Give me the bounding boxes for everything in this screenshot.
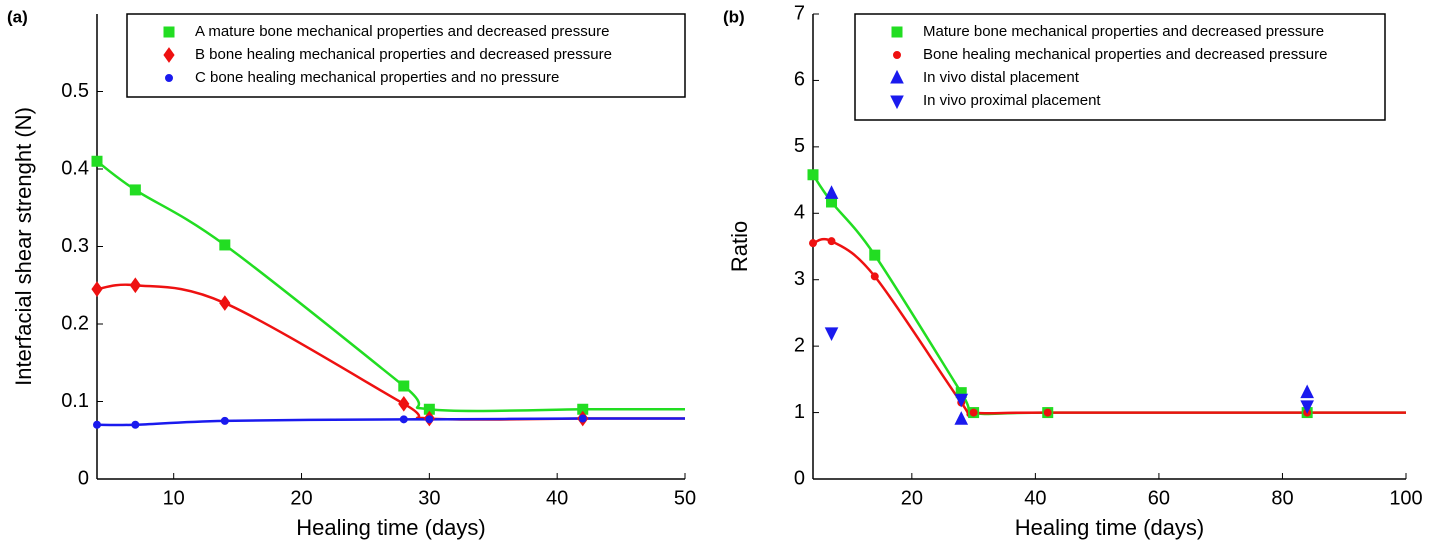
marker — [399, 415, 408, 424]
marker — [954, 411, 969, 425]
marker — [893, 51, 901, 59]
legend-label: In vivo proximal placement — [923, 92, 1101, 109]
marker — [809, 239, 817, 248]
marker — [824, 185, 839, 199]
panel-label: (b) — [723, 7, 745, 26]
legend-label: In vivo distal placement — [923, 69, 1080, 86]
legend-box — [126, 13, 686, 98]
marker — [1300, 400, 1314, 415]
legend: Mature bone mechanical properties and de… — [854, 13, 1386, 121]
y-tick-label: 4 — [794, 202, 805, 224]
marker — [91, 155, 103, 167]
y-tick-label: 0 — [78, 467, 89, 489]
legend: A mature bone mechanical properties and … — [126, 13, 686, 98]
x-axis-label: Healing time (days) — [296, 515, 486, 540]
marker — [969, 408, 978, 417]
x-tick-label: 30 — [418, 487, 440, 509]
marker — [163, 47, 175, 63]
marker — [827, 237, 836, 246]
y-tick-label: 0.5 — [61, 80, 89, 102]
x-tick-label: 50 — [674, 487, 696, 509]
series-line — [812, 237, 1406, 417]
series-line — [96, 283, 685, 421]
marker — [131, 420, 140, 429]
marker — [824, 327, 839, 341]
marker — [219, 239, 231, 251]
x-tick-label: 40 — [546, 487, 568, 509]
y-tick-label: 2 — [794, 334, 805, 356]
y-tick-label: 3 — [794, 268, 805, 290]
y-tick-label: 0.1 — [61, 390, 89, 412]
x-tick-label: 20 — [290, 487, 312, 509]
x-tick-label: 10 — [163, 487, 185, 509]
y-tick-label: 7 — [794, 2, 805, 24]
y-tick-label: 0.3 — [61, 235, 89, 257]
marker — [807, 169, 819, 181]
marker — [398, 395, 410, 412]
marker — [1043, 408, 1052, 417]
y-tick-label: 0 — [794, 467, 805, 489]
legend-label: Bone healing mechanical properties and d… — [923, 46, 1327, 63]
y-tick-label: 0.2 — [61, 312, 89, 334]
marker — [129, 277, 141, 294]
y-axis-label: Interfacial shear strenght (N) — [11, 107, 36, 386]
marker — [890, 95, 904, 110]
panel: 0 0.1 0.2 0.3 0.4 0.5 10 20 30 40 50 Healing time (… — [7, 7, 696, 539]
legend-label: C bone healing mechanical properties and… — [195, 69, 559, 86]
legend-label: Mature bone mechanical properties and de… — [923, 23, 1324, 40]
marker — [398, 380, 410, 392]
series-line — [96, 160, 685, 413]
legend-box — [854, 13, 1386, 121]
legend-label: A mature bone mechanical properties and … — [195, 23, 609, 40]
x-tick-label: 100 — [1389, 487, 1422, 509]
marker — [869, 249, 881, 261]
y-tick-label: 6 — [794, 69, 805, 91]
marker — [163, 26, 175, 38]
y-tick-label: 1 — [794, 401, 805, 423]
y-tick-label: 5 — [794, 135, 805, 157]
marker — [220, 416, 229, 425]
x-tick-label: 20 — [901, 487, 923, 509]
marker — [891, 26, 903, 38]
marker — [165, 74, 173, 82]
marker — [129, 184, 141, 196]
series-line — [811, 174, 1406, 416]
y-tick-label: 0.4 — [61, 157, 89, 179]
marker — [890, 69, 904, 84]
marker — [425, 415, 434, 424]
panel: 0 1 2 3 4 5 6 7 20 40 60 80 100 Healing time (days) Ra… — [723, 2, 1423, 540]
x-tick-label: 60 — [1148, 487, 1170, 509]
marker — [93, 420, 101, 429]
series-line — [96, 417, 685, 427]
x-tick-label: 40 — [1024, 487, 1046, 509]
marker — [578, 414, 587, 423]
x-axis-label: Healing time (days) — [1015, 515, 1205, 540]
x-tick-label: 80 — [1271, 487, 1293, 509]
legend-label: B bone healing mechanical properties and… — [195, 46, 612, 63]
marker — [219, 295, 231, 311]
marker — [954, 393, 969, 408]
marker — [870, 272, 879, 281]
marker — [91, 281, 103, 297]
panel-label: (a) — [7, 7, 28, 26]
marker — [1300, 384, 1314, 399]
y-axis-label: Ratio — [727, 221, 752, 272]
